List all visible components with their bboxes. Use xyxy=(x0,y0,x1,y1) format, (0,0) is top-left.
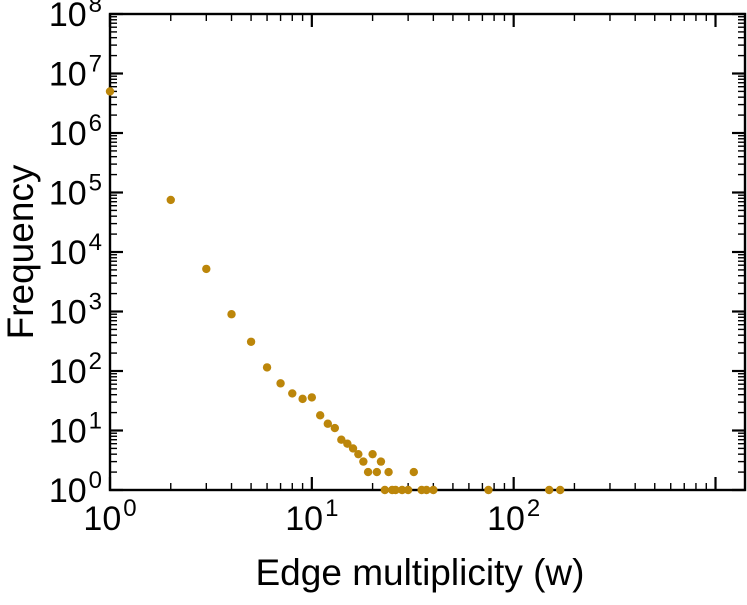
data-point xyxy=(391,485,400,495)
data-point xyxy=(555,485,565,495)
data-point xyxy=(323,419,333,428)
y-tick-label: 103 xyxy=(49,289,102,332)
data-point xyxy=(348,444,358,453)
data-point xyxy=(376,457,386,466)
data-point xyxy=(288,389,297,398)
data-point xyxy=(166,195,175,205)
data-point xyxy=(246,337,256,346)
data-point xyxy=(359,457,368,466)
y-tick-label: 102 xyxy=(49,348,102,391)
data-point xyxy=(545,485,554,495)
x-tick-label: 101 xyxy=(285,495,338,538)
data-point xyxy=(372,467,382,477)
data-point xyxy=(315,411,325,420)
data-point xyxy=(368,449,377,459)
x-tick-label: 100 xyxy=(83,495,136,538)
y-tick-label: 104 xyxy=(49,229,102,272)
data-point xyxy=(397,485,407,495)
data-point xyxy=(354,449,363,459)
data-points xyxy=(105,87,565,495)
data-point xyxy=(403,485,413,495)
data-point xyxy=(380,485,390,495)
axes: 100 101 102 100 101 102 103 104 105 106 107 108 xyxy=(49,0,747,538)
data-point xyxy=(262,363,272,372)
y-tick-label: 108 xyxy=(49,0,102,34)
data-point xyxy=(409,467,418,477)
y-tick-label: 100 xyxy=(49,467,102,510)
data-point xyxy=(330,423,340,433)
data-point xyxy=(429,485,438,495)
x-axis-title: Edge multiplicity (w) xyxy=(256,552,585,593)
data-point xyxy=(227,310,236,319)
data-point xyxy=(202,264,211,274)
y-tick-label: 107 xyxy=(49,51,102,94)
data-point xyxy=(422,485,431,495)
data-point xyxy=(307,393,317,402)
y-tick-label: 101 xyxy=(49,408,102,451)
data-point xyxy=(484,485,493,495)
y-tick-label: 105 xyxy=(49,170,102,213)
y-tick-label: 106 xyxy=(49,110,102,153)
data-point xyxy=(298,394,307,404)
plot-border xyxy=(108,12,747,492)
data-point xyxy=(337,435,346,444)
data-point xyxy=(276,379,285,388)
data-point xyxy=(105,87,115,96)
y-axis-title: Frequency xyxy=(0,164,41,339)
data-point xyxy=(363,467,373,477)
x-tick-label: 102 xyxy=(487,495,540,538)
data-point xyxy=(384,467,393,477)
data-point xyxy=(343,439,352,448)
